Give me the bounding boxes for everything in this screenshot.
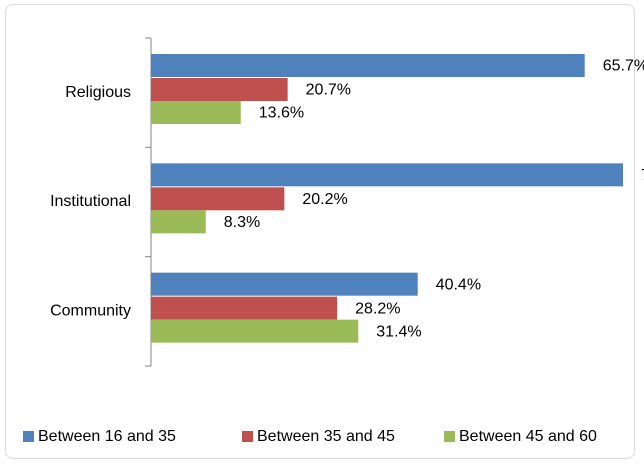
data-label: 31.4%: [376, 323, 421, 340]
legend-label: Between 16 and 35: [38, 428, 176, 445]
legend-label: Between 45 and 60: [459, 428, 597, 445]
bar: [151, 319, 359, 343]
data-label: 20.2%: [302, 191, 347, 208]
category-label: Institutional: [50, 193, 131, 210]
bar: [151, 78, 288, 101]
data-label: 8.3%: [224, 214, 260, 231]
data-label: 28.2%: [355, 300, 400, 317]
bar: [151, 187, 285, 211]
legend-label: Between 35 and 45: [257, 428, 395, 445]
legend-swatch: [444, 431, 455, 442]
bar: [151, 54, 585, 77]
legend-swatch: [242, 431, 253, 442]
legend-swatch: [23, 431, 34, 442]
data-label: 20.7%: [306, 82, 351, 99]
data-label: 13.6%: [259, 105, 304, 122]
data-label: 65.7%: [603, 58, 644, 75]
bar: [151, 272, 418, 296]
bar: [151, 101, 241, 124]
data-label: 71.5%: [641, 167, 644, 184]
category-label: Religious: [65, 84, 131, 101]
bar: [151, 296, 338, 320]
category-label: Community: [50, 303, 131, 320]
chart-frame: [5, 4, 635, 459]
bar: [151, 163, 623, 187]
data-label: 40.4%: [436, 276, 481, 293]
bar: [151, 210, 206, 234]
